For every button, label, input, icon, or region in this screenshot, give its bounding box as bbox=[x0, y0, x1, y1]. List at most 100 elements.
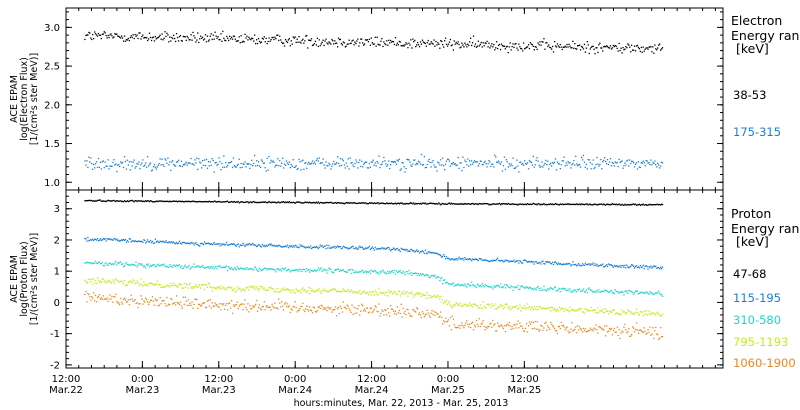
data-point bbox=[520, 203, 522, 205]
data-point bbox=[225, 243, 227, 245]
data-point bbox=[392, 292, 395, 294]
data-point bbox=[314, 163, 317, 165]
data-point bbox=[179, 283, 182, 286]
data-point bbox=[236, 266, 238, 268]
data-point bbox=[621, 52, 623, 54]
data-point bbox=[377, 162, 379, 164]
data-point bbox=[117, 35, 119, 37]
data-point bbox=[272, 36, 274, 39]
data-point bbox=[150, 170, 153, 172]
data-point bbox=[214, 162, 216, 164]
data-point bbox=[636, 290, 639, 292]
data-point bbox=[551, 263, 553, 265]
data-point bbox=[649, 46, 651, 48]
data-point bbox=[253, 269, 255, 271]
data-point bbox=[336, 291, 338, 293]
data-point bbox=[468, 258, 470, 261]
data-point bbox=[450, 306, 452, 308]
data-point bbox=[232, 201, 235, 203]
data-point bbox=[127, 299, 129, 301]
data-point bbox=[388, 203, 390, 205]
data-point bbox=[148, 163, 151, 165]
data-point bbox=[341, 202, 344, 205]
data-point bbox=[486, 259, 488, 262]
data-point bbox=[622, 265, 624, 267]
data-point bbox=[351, 40, 353, 42]
data-point bbox=[636, 168, 639, 170]
data-point bbox=[418, 252, 421, 254]
data-point bbox=[374, 246, 376, 248]
data-point bbox=[293, 306, 295, 308]
data-point bbox=[593, 309, 595, 311]
data-point bbox=[146, 241, 148, 243]
data-point bbox=[459, 284, 461, 286]
data-point bbox=[534, 308, 536, 310]
data-point bbox=[438, 43, 440, 45]
data-point bbox=[500, 259, 503, 261]
data-point bbox=[525, 259, 527, 261]
data-point bbox=[580, 329, 583, 331]
data-point bbox=[265, 306, 267, 308]
data-point bbox=[393, 43, 396, 46]
data-point bbox=[181, 267, 183, 269]
data-point bbox=[271, 36, 273, 39]
data-point bbox=[498, 305, 500, 308]
data-point bbox=[597, 51, 599, 54]
proton-ytick-label: 2 bbox=[54, 235, 60, 246]
data-point bbox=[253, 306, 255, 308]
data-point bbox=[275, 271, 277, 273]
data-point bbox=[585, 47, 587, 49]
data-point bbox=[393, 202, 396, 205]
data-point bbox=[373, 294, 375, 296]
data-point bbox=[579, 204, 582, 206]
data-point bbox=[542, 260, 544, 262]
data-point bbox=[464, 42, 466, 44]
data-point bbox=[180, 39, 183, 42]
data-point bbox=[252, 242, 254, 245]
data-point bbox=[388, 39, 390, 41]
data-point bbox=[600, 47, 602, 49]
data-point bbox=[302, 202, 304, 204]
xtick-date-label: Mar.24 bbox=[355, 385, 389, 396]
data-point bbox=[244, 201, 246, 203]
data-point bbox=[126, 39, 129, 41]
data-point bbox=[651, 312, 653, 314]
data-point bbox=[380, 272, 382, 274]
data-point bbox=[342, 202, 344, 204]
data-point bbox=[129, 264, 131, 266]
data-point bbox=[161, 200, 163, 203]
data-point bbox=[235, 245, 237, 247]
data-point bbox=[161, 300, 163, 302]
data-point bbox=[132, 161, 134, 163]
data-point bbox=[165, 305, 167, 307]
data-point bbox=[257, 161, 260, 163]
data-point bbox=[148, 38, 150, 40]
data-point bbox=[557, 45, 560, 47]
data-point bbox=[166, 32, 168, 34]
data-point bbox=[112, 200, 114, 202]
data-point bbox=[318, 39, 320, 41]
data-point bbox=[243, 267, 245, 269]
data-point bbox=[278, 201, 280, 203]
data-point bbox=[90, 37, 92, 39]
data-point bbox=[633, 45, 636, 47]
data-point bbox=[147, 285, 149, 287]
data-point bbox=[576, 265, 578, 267]
data-point bbox=[283, 303, 286, 305]
data-point bbox=[102, 295, 104, 297]
data-point bbox=[483, 259, 485, 261]
data-point bbox=[594, 263, 596, 265]
data-point bbox=[278, 39, 280, 42]
data-point bbox=[565, 162, 567, 164]
data-point bbox=[404, 293, 406, 295]
data-point bbox=[607, 163, 610, 166]
data-point bbox=[419, 293, 422, 295]
data-point bbox=[188, 264, 190, 267]
data-point bbox=[337, 290, 340, 292]
data-point bbox=[548, 168, 550, 170]
data-point bbox=[448, 202, 451, 204]
data-point bbox=[599, 264, 601, 267]
data-point bbox=[526, 203, 529, 205]
data-point bbox=[456, 43, 458, 45]
data-point bbox=[425, 203, 427, 205]
